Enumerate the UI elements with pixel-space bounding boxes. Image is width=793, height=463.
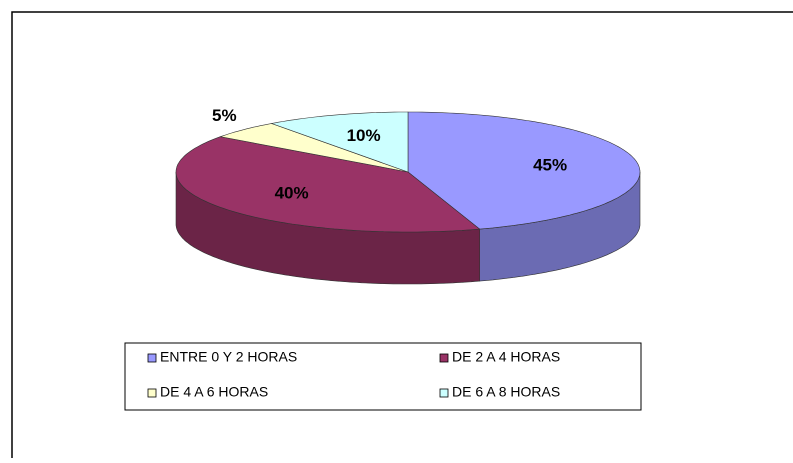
- pie-slice: [175, 136, 481, 285]
- data-label: 45%: [533, 156, 567, 175]
- legend-label: DE 2 A 4 HORAS: [452, 349, 560, 365]
- slice-top: [407, 111, 641, 230]
- legend-swatch: [147, 353, 157, 363]
- slice-top: [219, 123, 409, 173]
- legend-label: DE 4 A 6 HORAS: [160, 384, 268, 400]
- legend-swatch: [439, 353, 449, 363]
- legend-swatch: [147, 388, 157, 398]
- pie-slice: [219, 123, 409, 173]
- slice-top: [175, 136, 481, 233]
- data-label: 10%: [347, 126, 381, 145]
- legend-label: ENTRE 0 Y 2 HORAS: [160, 349, 297, 365]
- data-label: 40%: [275, 183, 309, 202]
- legend-swatch: [439, 388, 449, 398]
- slice-top: [270, 111, 409, 173]
- data-label: 5%: [212, 106, 237, 125]
- legend-box: [124, 342, 642, 411]
- pie-slice: [407, 111, 641, 282]
- pie-slice: [270, 111, 409, 173]
- legend-label: DE 6 A 8 HORAS: [452, 384, 560, 400]
